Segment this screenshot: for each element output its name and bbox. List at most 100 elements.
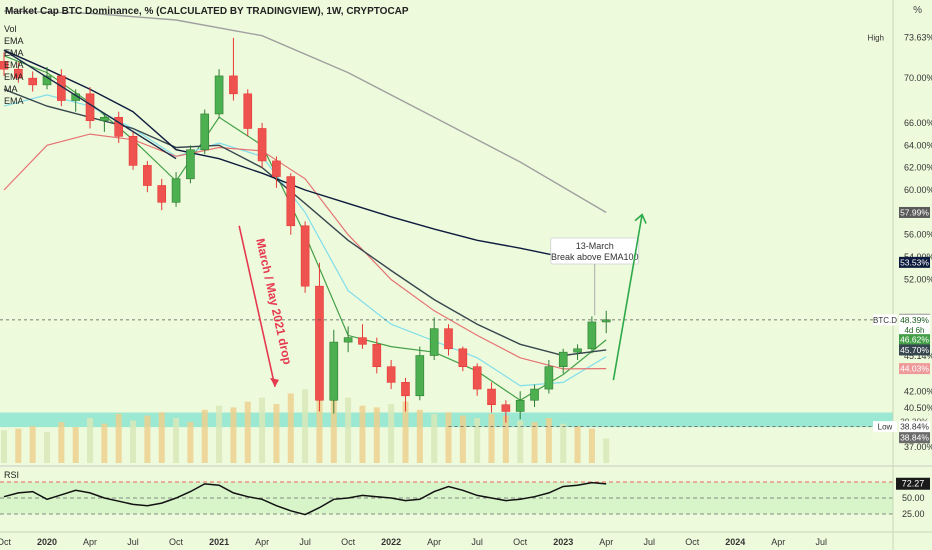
price-tag xyxy=(899,344,930,356)
volume-bar xyxy=(72,427,79,463)
price-tag-text: 53.53% xyxy=(900,257,929,267)
volume-bar xyxy=(445,412,452,463)
rsi-value-text: 72.27 xyxy=(902,479,925,489)
rsi-value-tag xyxy=(896,477,930,490)
y-tick-label: 56.00% xyxy=(904,230,932,240)
volume-bar xyxy=(15,428,22,463)
candle xyxy=(300,225,310,287)
volume-bar xyxy=(259,397,266,463)
candle xyxy=(386,366,396,383)
price-tag-text: 45.70% xyxy=(900,345,929,355)
x-tick-label: Oct xyxy=(513,537,528,547)
candle xyxy=(315,285,324,401)
volume-bar xyxy=(87,418,94,463)
candle xyxy=(200,113,210,151)
series-label-box xyxy=(873,421,897,433)
indicator-ma[interactable]: MA xyxy=(4,84,18,94)
volume-bar xyxy=(201,409,208,463)
candle xyxy=(143,165,152,186)
volume-bar xyxy=(173,418,180,463)
projection-arrow-head xyxy=(634,213,647,224)
rsi-tick-label: 25.00 xyxy=(902,509,925,519)
candle xyxy=(329,341,339,401)
volume-bar xyxy=(273,404,280,463)
volume-bar xyxy=(474,418,481,463)
volume-bar xyxy=(287,393,294,463)
y-tick-label: 70.00% xyxy=(904,73,932,83)
volume-bar xyxy=(115,413,122,463)
high-label: High xyxy=(868,34,884,43)
volume-bar xyxy=(402,401,409,463)
candle xyxy=(186,149,195,180)
y-tick-label: 62.00% xyxy=(904,163,932,173)
price-tag xyxy=(899,314,930,326)
indicator-ema-5[interactable]: EMA xyxy=(4,96,24,106)
price-tag xyxy=(899,206,930,218)
x-tick-label: 2023 xyxy=(553,537,573,547)
price-tag xyxy=(899,256,930,268)
price-tag-text: 38.84% xyxy=(900,433,929,443)
x-tick-label: Apr xyxy=(771,537,785,547)
y-tick-label: 37.00% xyxy=(904,442,932,452)
volume-bar xyxy=(574,426,581,463)
downtrend-line xyxy=(3,49,177,160)
indicator-legend: Vol EMA EMA EMA EMA MA EMA xyxy=(4,24,24,106)
candle xyxy=(530,388,539,401)
candle xyxy=(415,355,425,397)
candle xyxy=(243,93,253,129)
candlesticks xyxy=(0,37,611,423)
candle xyxy=(100,116,109,121)
x-tick-label: Jul xyxy=(471,537,483,547)
price-tag-text: 46.62% xyxy=(900,335,929,345)
axis-unit: % xyxy=(913,5,922,16)
indicator-ema-2[interactable]: EMA xyxy=(4,48,24,58)
candle xyxy=(587,321,597,350)
price-tag xyxy=(899,432,930,444)
price-tag xyxy=(899,363,930,375)
x-tick-label: Oct xyxy=(685,537,700,547)
y-tick-label: 64.00% xyxy=(904,140,932,150)
candle xyxy=(257,128,267,162)
x-tick-label: Oct xyxy=(169,537,184,547)
candle xyxy=(28,77,37,86)
ma-line-6 xyxy=(3,10,607,214)
indicator-vol[interactable]: Vol xyxy=(4,24,17,34)
price-tag xyxy=(899,421,930,433)
candle xyxy=(272,160,281,177)
volume-bar xyxy=(359,405,366,463)
y-tick-label: 60.00% xyxy=(904,185,932,195)
drop-arrow-line xyxy=(238,225,276,388)
x-tick-label: Apr xyxy=(599,537,613,547)
volume-bar xyxy=(488,413,495,463)
volume-bar xyxy=(230,407,237,463)
volume-bar xyxy=(302,389,309,463)
volume-bar xyxy=(388,404,395,463)
candle xyxy=(487,388,496,406)
x-tick-label: Apr xyxy=(83,537,97,547)
volume-bar xyxy=(459,415,466,463)
indicator-ema-4[interactable]: EMA xyxy=(4,72,24,82)
indicator-ema-1[interactable]: EMA xyxy=(4,36,24,46)
candle xyxy=(343,337,353,343)
volume-bar xyxy=(517,420,524,463)
candle xyxy=(401,382,410,397)
y-tick-label: 42.00% xyxy=(904,386,932,396)
candle xyxy=(214,75,224,115)
candle xyxy=(286,176,296,227)
y-tick-label: 73.63% xyxy=(904,33,932,43)
candle xyxy=(501,404,511,412)
projection-arrow-line xyxy=(612,214,643,381)
volume-bar xyxy=(158,412,165,463)
x-tick-label: Jul xyxy=(127,537,139,547)
x-tick-label: Oct xyxy=(0,537,11,547)
volume-bar xyxy=(431,413,438,463)
candle xyxy=(14,68,23,79)
candle xyxy=(372,344,382,368)
price-tag-text: 38.84% xyxy=(900,422,929,432)
candle xyxy=(472,366,482,390)
indicator-ema-3[interactable]: EMA xyxy=(4,60,24,70)
rsi-line xyxy=(3,481,607,516)
